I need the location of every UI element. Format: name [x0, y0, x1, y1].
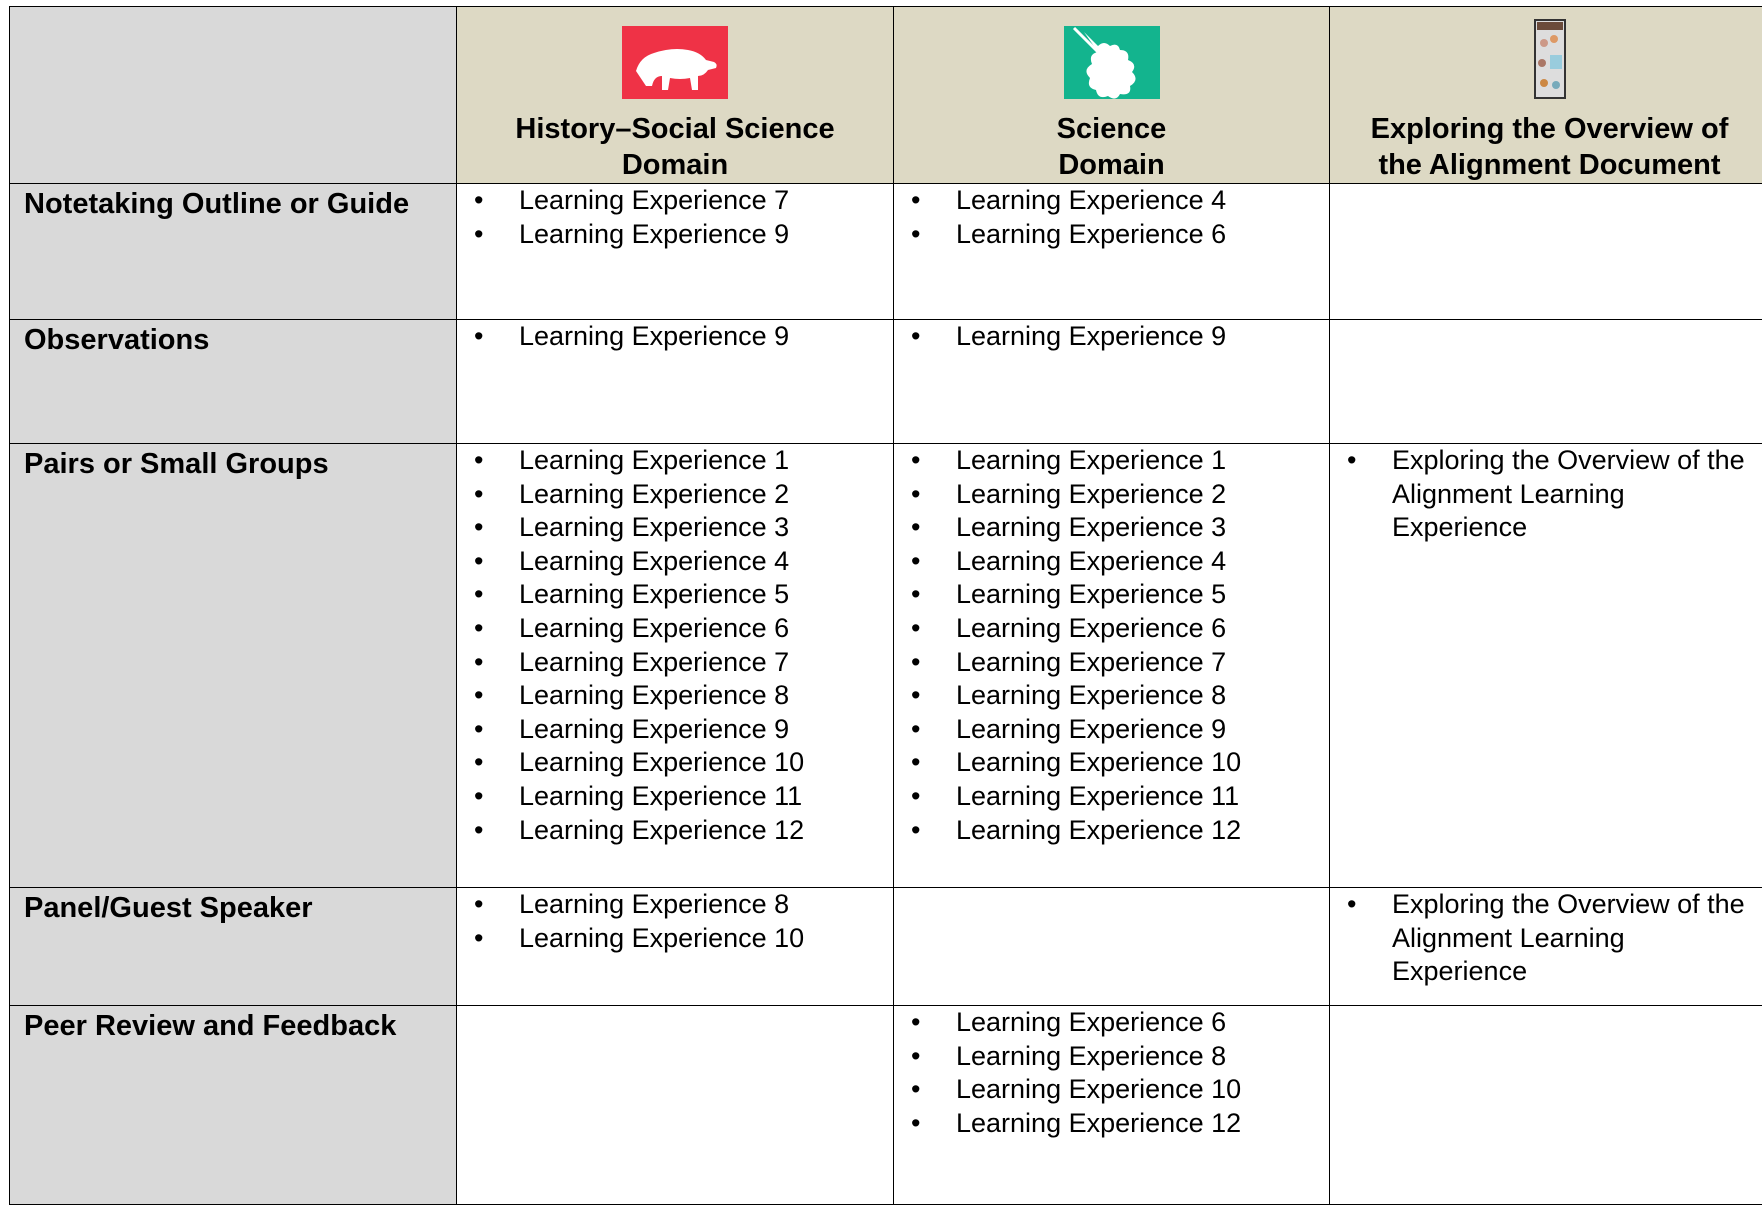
table-row: ObservationsLearning Experience 9Learnin…	[9, 319, 1762, 444]
list-item: Learning Experience 4	[457, 545, 893, 579]
list-item: Learning Experience 12	[894, 1107, 1329, 1141]
bullet-list: Learning Experience 1Learning Experience…	[457, 444, 893, 847]
list-item: Learning Experience 11	[457, 780, 893, 814]
list-item: Learning Experience 2	[457, 478, 893, 512]
list-item: Learning Experience 4	[894, 184, 1329, 218]
list-item: Learning Experience 12	[457, 814, 893, 848]
column-header-text: Science Domain	[1056, 113, 1167, 181]
row-label: Notetaking Outline or Guide	[9, 183, 457, 320]
list-item: Learning Experience 1	[894, 444, 1329, 478]
column-header: Science Domain	[893, 6, 1330, 184]
list-item: Learning Experience 7	[457, 184, 893, 218]
list-item: Learning Experience 5	[894, 578, 1329, 612]
list-item: Learning Experience 10	[894, 1073, 1329, 1107]
row-label: Panel/Guest Speaker	[9, 887, 457, 1006]
list-item: Learning Experience 9	[894, 713, 1329, 747]
corner-cell	[9, 6, 457, 184]
bullet-list: Learning Experience 7Learning Experience…	[457, 184, 893, 251]
table-cell	[1329, 319, 1762, 444]
table-row: Notetaking Outline or GuideLearning Expe…	[9, 183, 1762, 320]
list-item: Learning Experience 1	[457, 444, 893, 478]
list-item: Learning Experience 6	[894, 1006, 1329, 1040]
bullet-list: Exploring the Overview of the Alignment …	[1330, 444, 1762, 545]
table-cell: Exploring the Overview of the Alignment …	[1329, 443, 1762, 888]
list-item: Learning Experience 7	[894, 646, 1329, 680]
table-cell: Learning Experience 9	[456, 319, 894, 444]
bullet-list: Learning Experience 8Learning Experience…	[457, 888, 893, 955]
table-cell	[456, 1005, 894, 1205]
bullet-list: Exploring the Overview of the Alignment …	[1330, 888, 1762, 989]
list-item: Learning Experience 4	[894, 545, 1329, 579]
bear-icon	[622, 26, 728, 99]
list-item: Learning Experience 6	[894, 218, 1329, 252]
table-cell: Learning Experience 6Learning Experience…	[893, 1005, 1330, 1205]
column-header-text: History–Social Science Domain	[515, 113, 835, 181]
list-item: Learning Experience 10	[457, 746, 893, 780]
bullet-list: Learning Experience 9	[894, 320, 1329, 354]
row-label: Observations	[9, 319, 457, 444]
table-cell: Learning Experience 1Learning Experience…	[893, 443, 1330, 888]
list-item: Learning Experience 12	[894, 814, 1329, 848]
bullet-list: Learning Experience 1Learning Experience…	[894, 444, 1329, 847]
list-item: Learning Experience 9	[457, 320, 893, 354]
list-item: Exploring the Overview of the Alignment …	[1330, 444, 1762, 545]
list-item: Learning Experience 9	[457, 713, 893, 747]
leaf-icon	[1063, 26, 1160, 99]
table-cell	[1329, 183, 1762, 320]
list-item: Learning Experience 5	[457, 578, 893, 612]
table-cell: Learning Experience 9	[893, 319, 1330, 444]
list-item: Learning Experience 8	[457, 888, 893, 922]
list-item: Learning Experience 10	[457, 922, 893, 956]
bullet-list: Learning Experience 9	[457, 320, 893, 354]
bullet-list: Learning Experience 6Learning Experience…	[894, 1006, 1329, 1140]
column-header-text: Exploring the Overview of the Alignment …	[1370, 113, 1729, 181]
list-item: Learning Experience 9	[894, 320, 1329, 354]
list-item: Learning Experience 11	[894, 780, 1329, 814]
table-cell	[1329, 1005, 1762, 1205]
table-cell: Learning Experience 4Learning Experience…	[893, 183, 1330, 320]
table-cell: Learning Experience 7Learning Experience…	[456, 183, 894, 320]
table-row: Panel/Guest SpeakerLearning Experience 8…	[9, 887, 1762, 1006]
row-label: Pairs or Small Groups	[9, 443, 457, 888]
list-item: Learning Experience 6	[457, 612, 893, 646]
column-header: History–Social Science Domain	[456, 6, 894, 184]
table-cell: Learning Experience 8Learning Experience…	[456, 887, 894, 1006]
list-item: Learning Experience 8	[894, 1040, 1329, 1074]
column-header: Exploring the Overview of the Alignment …	[1329, 6, 1762, 184]
list-item: Learning Experience 3	[457, 511, 893, 545]
list-item: Learning Experience 2	[894, 478, 1329, 512]
row-label: Peer Review and Feedback	[9, 1005, 457, 1205]
table-row: Peer Review and Feedback Learning Experie…	[9, 1005, 1762, 1205]
table-cell	[893, 887, 1330, 1006]
header-row: History–Social Science Domain Science Dom…	[9, 6, 1762, 184]
list-item: Learning Experience 8	[894, 679, 1329, 713]
list-item: Exploring the Overview of the Alignment …	[1330, 888, 1762, 989]
list-item: Learning Experience 9	[457, 218, 893, 252]
list-item: Learning Experience 7	[457, 646, 893, 680]
list-item: Learning Experience 8	[457, 679, 893, 713]
table-cell: Exploring the Overview of the Alignment …	[1329, 887, 1762, 1006]
document-icon	[1533, 19, 1566, 99]
table-row: Pairs or Small GroupsLearning Experience…	[9, 443, 1762, 888]
bullet-list: Learning Experience 4Learning Experience…	[894, 184, 1329, 251]
alignment-table: History–Social Science Domain Science Dom…	[9, 6, 1762, 1205]
list-item: Learning Experience 3	[894, 511, 1329, 545]
list-item: Learning Experience 6	[894, 612, 1329, 646]
table-cell: Learning Experience 1Learning Experience…	[456, 443, 894, 888]
list-item: Learning Experience 10	[894, 746, 1329, 780]
